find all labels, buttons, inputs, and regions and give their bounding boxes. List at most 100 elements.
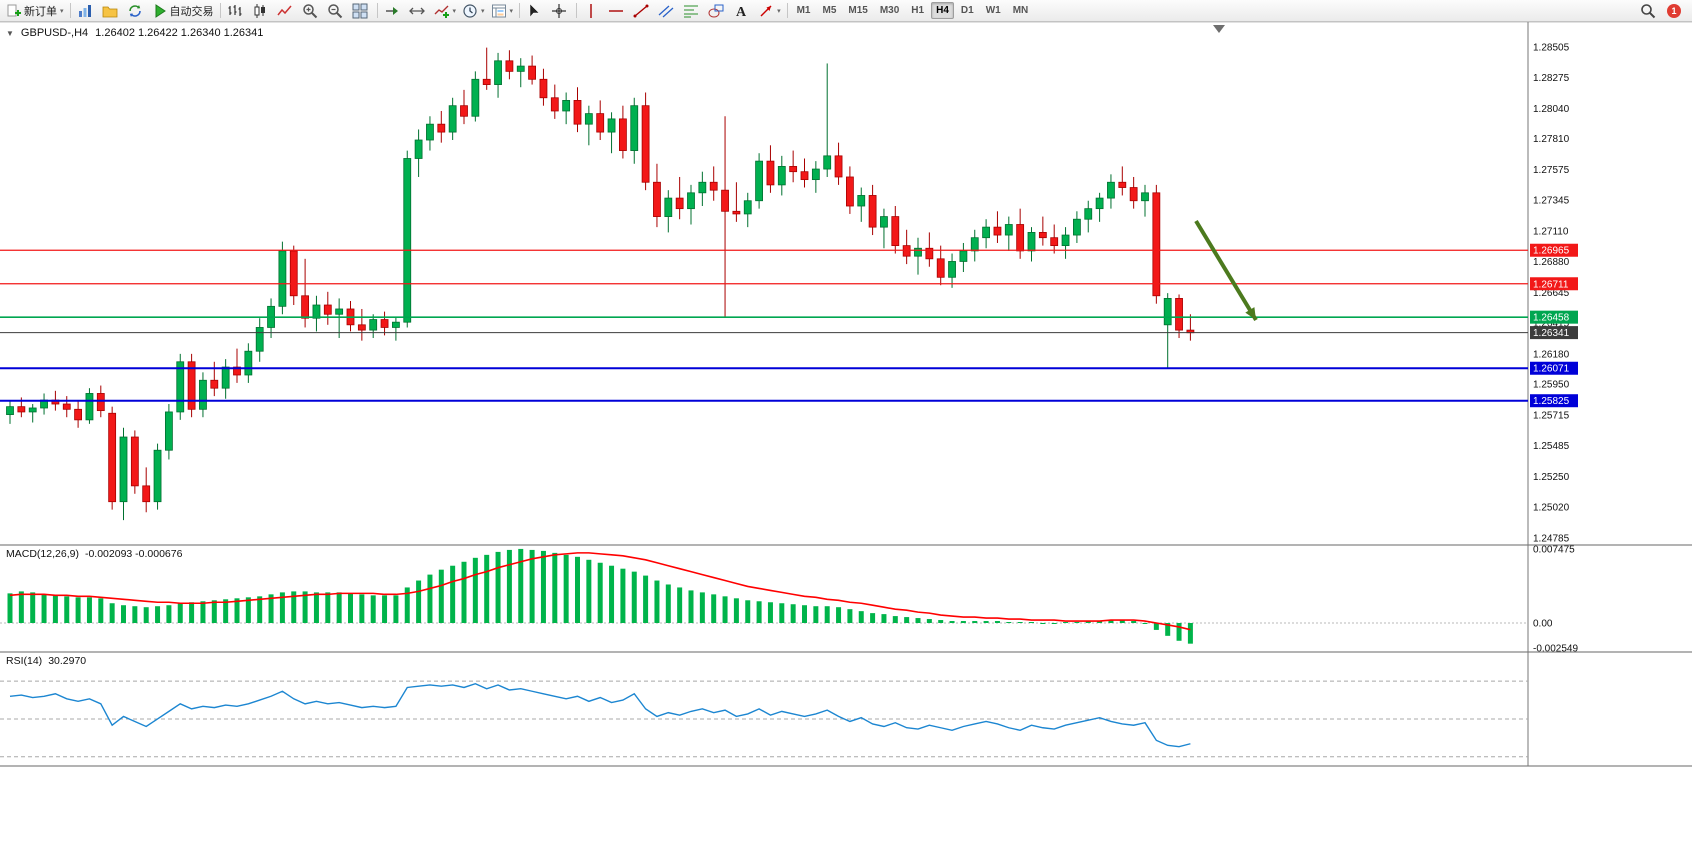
timeframe-mn-button[interactable]: MN <box>1012 5 1029 16</box>
price-tick-label: 1.27810 <box>1533 134 1570 145</box>
periods-button[interactable]: ▾ <box>459 0 488 21</box>
macd-histogram-bar <box>1187 623 1193 644</box>
candle <box>777 155 786 196</box>
price-tick-label: 1.28505 <box>1533 42 1570 53</box>
symbol-dropdown-icon[interactable]: ▼ <box>6 28 14 38</box>
dropdown-arrow-icon: ▾ <box>452 7 457 15</box>
fibonacci-button[interactable] <box>680 0 705 21</box>
price-level-badge <box>1530 394 1578 408</box>
search-button[interactable] <box>1637 0 1662 21</box>
bar-chart-button[interactable] <box>224 0 249 21</box>
price-tick-label: 1.25950 <box>1533 380 1570 391</box>
macd-histogram-bar <box>699 592 705 623</box>
candle <box>959 242 968 273</box>
price-tick-label: 1.25485 <box>1533 441 1570 452</box>
macd-histogram-bar <box>336 592 342 623</box>
candle <box>1175 294 1183 339</box>
candle <box>982 219 990 249</box>
toolbar-right-group: 1 <box>1637 0 1689 21</box>
zoom-out-button[interactable] <box>324 0 349 21</box>
line-chart-button[interactable] <box>274 0 299 21</box>
price-level-badge <box>1530 361 1578 375</box>
shapes-button[interactable] <box>705 0 730 21</box>
candle <box>1163 293 1172 369</box>
timeframe-d1-button[interactable]: D1 <box>960 5 974 16</box>
history-folder-button[interactable] <box>99 0 124 21</box>
arrows-tool-button[interactable]: ▾ <box>755 0 784 21</box>
chart-shift-marker[interactable] <box>1213 25 1225 33</box>
crosshair-icon <box>552 3 567 18</box>
linechart-icon <box>276 5 292 15</box>
candle <box>119 427 128 521</box>
zoom-in-button[interactable] <box>299 0 324 21</box>
toolbar-separator <box>576 3 578 18</box>
profiles-button[interactable] <box>74 0 99 21</box>
horizontal-line-button[interactable] <box>605 0 630 21</box>
toolbar-separator <box>376 3 378 18</box>
price-tick-label: 1.25715 <box>1533 411 1570 422</box>
macd-histogram-bar <box>552 552 558 623</box>
trend-arrow-annotation[interactable] <box>1194 219 1258 322</box>
refresh-button[interactable] <box>124 0 149 21</box>
macd-histogram-bar <box>972 621 978 623</box>
new-order-button[interactable]: 新订单 ▾ <box>3 0 67 21</box>
rsi-name: RSI(14) <box>6 655 43 667</box>
candle <box>596 100 605 141</box>
timeframe-m1-button[interactable]: M1 <box>796 5 811 16</box>
chart-shift-button[interactable] <box>406 0 431 21</box>
macd-histogram-bar <box>824 606 830 623</box>
candle <box>199 372 207 418</box>
price-tick-label: 1.26880 <box>1533 257 1570 268</box>
auto-scroll-button[interactable] <box>381 0 406 21</box>
macd-histogram-bar <box>722 596 728 623</box>
zoom-in-icon <box>302 3 317 18</box>
candle <box>641 92 650 191</box>
play-icon <box>155 3 166 18</box>
macd-signal-line <box>9 552 1191 631</box>
candle <box>357 308 366 341</box>
candle <box>6 401 14 424</box>
candle <box>323 291 332 325</box>
timeframe-m30-button[interactable]: M30 <box>879 5 900 16</box>
candle <box>516 58 525 88</box>
candle <box>1038 216 1047 246</box>
indicators-button[interactable]: ▾ <box>431 0 460 21</box>
macd-values: -0.002093 -0.000676 <box>84 548 183 560</box>
candle <box>1186 314 1195 341</box>
crosshair-button[interactable] <box>548 0 573 21</box>
timeframe-h1-button[interactable]: H1 <box>911 5 925 16</box>
text-button[interactable]: A <box>730 0 755 21</box>
candle <box>1129 176 1138 209</box>
templates-button[interactable]: ▾ <box>488 0 517 21</box>
notification-badge[interactable]: 1 <box>1667 3 1681 18</box>
search-icon <box>1641 3 1656 18</box>
timeframe-w1-button[interactable]: W1 <box>985 5 1001 16</box>
macd-histogram-bar <box>620 568 626 623</box>
macd-histogram-bar <box>1017 622 1023 624</box>
vertical-line-button[interactable] <box>580 0 605 21</box>
autotrade-button[interactable]: 自动交易 <box>149 0 217 21</box>
candle <box>891 206 900 254</box>
trendline-button[interactable] <box>630 0 655 21</box>
rsi-line <box>9 682 1191 748</box>
macd-histogram-bar <box>1051 623 1057 624</box>
macd-tick-label: 0.00 <box>1533 619 1553 630</box>
macd-histogram-bar <box>1063 622 1069 624</box>
tile-icon <box>352 3 368 18</box>
macd-histogram-bar <box>404 587 410 623</box>
rsi-indicator-label: RSI(14) 30.2970 <box>6 655 86 667</box>
candlestick-chart-button[interactable] <box>249 0 274 21</box>
timeframe-h4-button[interactable]: H4 <box>931 2 954 19</box>
timeframe-m5-button[interactable]: M5 <box>822 5 837 16</box>
tile-windows-button[interactable] <box>349 0 374 21</box>
channel-button[interactable] <box>655 0 680 21</box>
cursor-button[interactable] <box>523 0 548 21</box>
macd-histogram-bar <box>665 584 671 623</box>
timeframe-m15-button[interactable]: M15 <box>848 5 868 16</box>
candle <box>426 116 434 151</box>
macd-histogram-bar <box>393 595 399 623</box>
macd-histogram-bar <box>461 561 467 623</box>
macd-histogram-bar <box>472 557 478 623</box>
price-level-badge-text: 1.25825 <box>1533 396 1570 407</box>
